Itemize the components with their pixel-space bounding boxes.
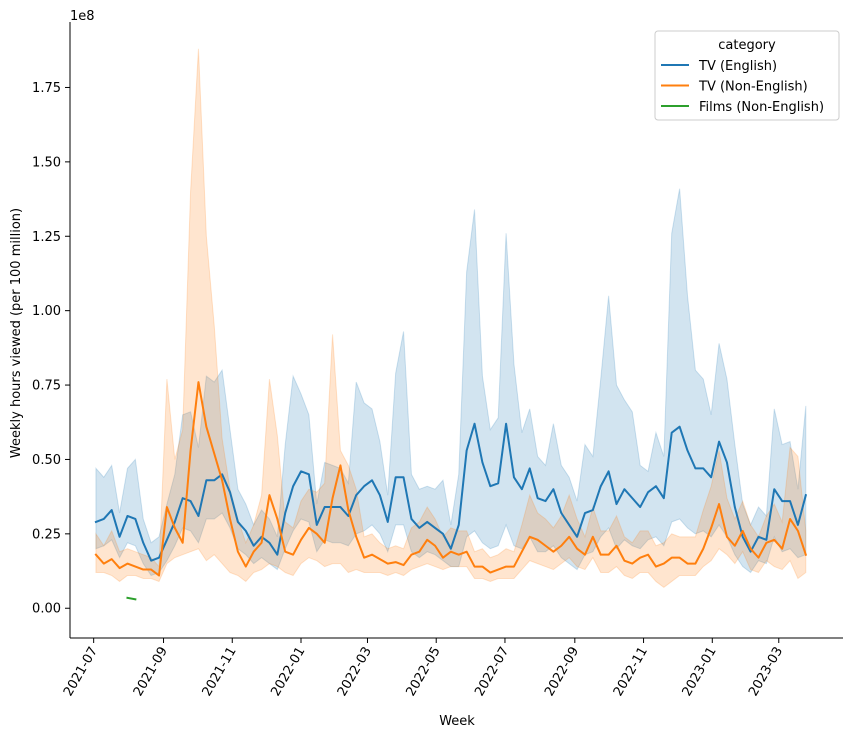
- x-tick-label: 2021-07: [61, 645, 101, 700]
- y-axis-label: Weekly hours viewed (per 100 million): [9, 208, 24, 458]
- legend-entries: TV (English) TV (Non-English) Films (Non-E…: [661, 59, 824, 115]
- y-tick-label: 0.00: [32, 602, 61, 617]
- legend-box: [654, 30, 840, 121]
- x-tick-label: 2022-01: [268, 645, 308, 700]
- confidence-bands: [95, 48, 807, 589]
- y-tick-label: 1.75: [32, 81, 61, 96]
- x-tick-label: 2022-03: [335, 645, 375, 700]
- axes: [69, 22, 843, 639]
- x-tick-label: 2022-07: [472, 645, 512, 700]
- y-tick-label: 0.25: [32, 527, 61, 542]
- y-ticks: 0.00 0.25 0.50 0.75 1.00 1.25 1.50 1.75: [32, 81, 70, 617]
- x-tick-label: 2021-11: [200, 645, 240, 700]
- tv-english-series-line: [94, 422, 808, 562]
- tv-non-english-confidence-band: [95, 48, 807, 589]
- legend-label: Films (Non-English): [699, 100, 824, 115]
- legend-title: category: [718, 38, 776, 53]
- y-tick-label: 1.50: [32, 155, 61, 170]
- x-axis-label: Week: [439, 714, 475, 729]
- films-non-english-series-line: [126, 596, 137, 601]
- x-tick-label: 2022-11: [611, 645, 651, 700]
- y-tick-label: 0.75: [32, 379, 61, 394]
- x-ticks: 2021-07 2021-09 2021-11 2022-01 2022-03 2022-…: [61, 638, 786, 699]
- x-tick-label: 2021-09: [131, 645, 171, 700]
- legend-label: TV (English): [698, 59, 777, 74]
- x-tick-label: 2022-05: [404, 645, 444, 700]
- legend: category TV (English) TV (Non-English) Fil…: [654, 30, 840, 121]
- x-tick-label: 2023-03: [746, 645, 786, 700]
- tv-non-english-series-line: [94, 381, 808, 577]
- y-offset-label: 1e8: [70, 9, 95, 24]
- x-tick-label: 2022-09: [542, 645, 582, 700]
- y-tick-label: 1.25: [32, 230, 61, 245]
- x-tick-label: 2023-01: [680, 645, 720, 700]
- y-tick-label: 0.50: [32, 453, 61, 468]
- legend-label: TV (Non-English): [698, 80, 808, 95]
- series-lines: [94, 381, 808, 601]
- y-tick-label: 1.00: [32, 304, 61, 319]
